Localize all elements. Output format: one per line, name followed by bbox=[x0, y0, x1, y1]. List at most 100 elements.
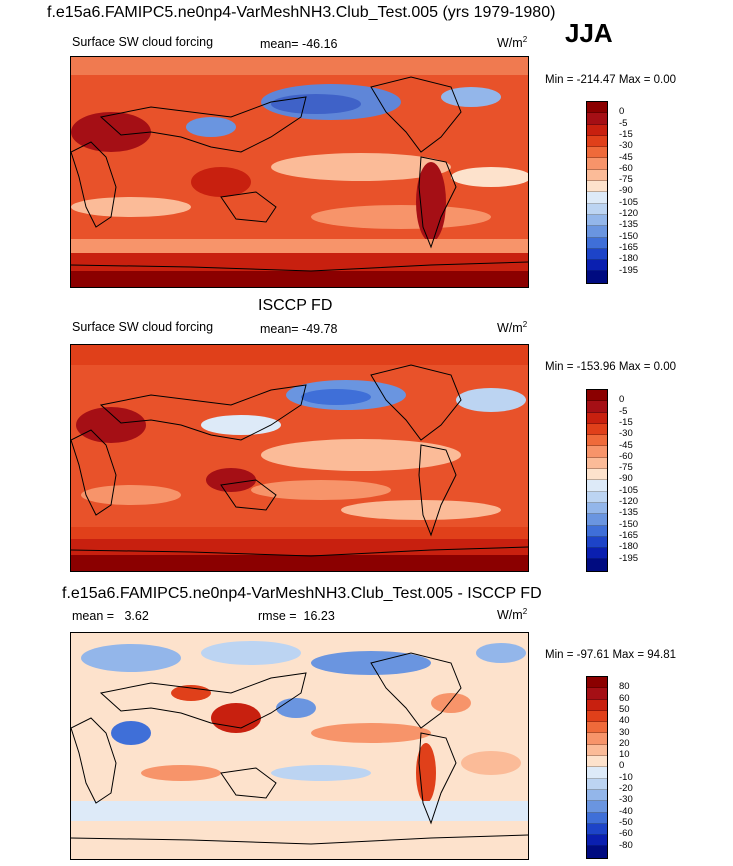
colorbar-swatch bbox=[587, 203, 607, 215]
colorbar-swatch bbox=[587, 435, 607, 447]
panel3-title: f.e15a6.FAMIPC5.ne0np4-VarMeshNH3.Club_T… bbox=[62, 585, 542, 602]
colorbar-tick-label: -15 bbox=[619, 416, 633, 428]
colorbar-swatch bbox=[587, 835, 607, 847]
panel2-colorbar bbox=[586, 389, 608, 572]
colorbar-tick-label: -60 bbox=[619, 450, 633, 462]
colorbar-tick-label: -105 bbox=[619, 196, 639, 208]
colorbar-swatch bbox=[587, 677, 607, 689]
colorbar-tick-label: -90 bbox=[619, 185, 633, 197]
panel3-mean: mean = 3.62 bbox=[72, 609, 149, 623]
colorbar-tick-label: 80 bbox=[619, 681, 630, 693]
colorbar-swatch bbox=[587, 446, 607, 458]
colorbar-tick-label: -165 bbox=[619, 529, 639, 541]
panel3-colorbar bbox=[586, 676, 608, 859]
colorbar-swatch bbox=[587, 271, 607, 283]
colorbar-swatch bbox=[587, 124, 607, 136]
colorbar-swatch bbox=[587, 469, 607, 481]
colorbar-swatch bbox=[587, 710, 607, 723]
colorbar-swatch bbox=[587, 525, 607, 537]
panel2-title: ISCCP FD bbox=[258, 297, 333, 314]
colorbar-tick-label: -60 bbox=[619, 162, 633, 174]
colorbar-tick-label: -30 bbox=[619, 140, 633, 152]
colorbar-swatch bbox=[587, 237, 607, 249]
colorbar-tick-label: -45 bbox=[619, 151, 633, 163]
colorbar-swatch bbox=[587, 733, 607, 745]
colorbar-swatch bbox=[587, 226, 607, 238]
colorbar-tick-label: 0 bbox=[619, 106, 625, 118]
colorbar-tick-label: -75 bbox=[619, 174, 633, 186]
panel3-map bbox=[70, 632, 529, 860]
colorbar-swatch bbox=[587, 181, 607, 193]
colorbar-swatch bbox=[587, 412, 607, 424]
colorbar-tick-label: 50 bbox=[619, 703, 630, 715]
colorbar-tick-label: 60 bbox=[619, 692, 630, 704]
panel2-map bbox=[70, 344, 529, 572]
panel2-minmax: Min = -153.96 Max = 0.00 bbox=[545, 361, 677, 373]
colorbar-swatch bbox=[587, 699, 607, 711]
colorbar-tick-label: -5 bbox=[619, 405, 628, 417]
colorbar-tick-label: -180 bbox=[619, 253, 639, 265]
colorbar-swatch bbox=[587, 113, 607, 125]
panel1-colorbar bbox=[586, 101, 608, 284]
colorbar-swatch bbox=[587, 548, 607, 560]
colorbar-swatch bbox=[587, 559, 607, 571]
panel3-minmax: Min = -97.61 Max = 94.81 bbox=[545, 649, 677, 661]
colorbar-swatch bbox=[587, 778, 607, 790]
colorbar-tick-label: -120 bbox=[619, 496, 639, 507]
colorbar-swatch bbox=[587, 722, 607, 734]
colorbar-tick-label: -5 bbox=[619, 117, 628, 129]
colorbar-swatch bbox=[587, 390, 607, 402]
colorbar-swatch bbox=[587, 423, 607, 436]
colorbar-tick-label: -75 bbox=[619, 462, 633, 474]
colorbar-swatch bbox=[587, 260, 607, 272]
colorbar-swatch bbox=[587, 514, 607, 526]
panel1-variable-label: Surface SW cloud forcing bbox=[72, 35, 214, 49]
panel1-map bbox=[70, 56, 529, 288]
colorbar-swatch bbox=[587, 248, 607, 261]
panel2-units: W/m2 bbox=[497, 320, 528, 336]
colorbar-tick-label: -45 bbox=[619, 439, 633, 451]
panel2-variable-label: Surface SW cloud forcing bbox=[72, 320, 214, 334]
colorbar-tick-label: -60 bbox=[619, 828, 633, 840]
colorbar-swatch bbox=[587, 536, 607, 549]
colorbar-swatch bbox=[587, 214, 607, 227]
panel3-rmse: rmse = 16.23 bbox=[258, 609, 335, 623]
colorbar-tick-label: -50 bbox=[619, 816, 633, 828]
colorbar-swatch bbox=[587, 823, 607, 836]
colorbar-swatch bbox=[587, 102, 607, 114]
colorbar-swatch bbox=[587, 147, 607, 159]
colorbar-swatch bbox=[587, 401, 607, 413]
colorbar-tick-label: -135 bbox=[619, 507, 639, 519]
colorbar-swatch bbox=[587, 135, 607, 148]
colorbar-swatch bbox=[587, 688, 607, 700]
panel1-units: W/m2 bbox=[497, 35, 528, 51]
colorbar-swatch bbox=[587, 756, 607, 768]
colorbar-swatch bbox=[587, 502, 607, 515]
colorbar-tick-label: -195 bbox=[619, 552, 639, 564]
colorbar-swatch bbox=[587, 480, 607, 492]
colorbar-tick-label: -15 bbox=[619, 128, 633, 140]
colorbar-tick-label: -150 bbox=[619, 518, 639, 530]
colorbar-tick-label: -10 bbox=[619, 771, 633, 783]
colorbar-tick-label: -30 bbox=[619, 428, 633, 440]
colorbar-swatch bbox=[587, 812, 607, 824]
colorbar-tick-label: -90 bbox=[619, 473, 633, 485]
colorbar-swatch bbox=[587, 457, 607, 470]
colorbar-tick-label: -180 bbox=[619, 541, 639, 553]
panel2-mean: mean= -49.78 bbox=[260, 322, 338, 336]
colorbar-swatch bbox=[587, 192, 607, 204]
colorbar-tick-label: 40 bbox=[619, 715, 630, 727]
colorbar-tick-label: -165 bbox=[619, 241, 639, 253]
colorbar-swatch bbox=[587, 158, 607, 170]
panel1-mean: mean= -46.16 bbox=[260, 37, 338, 51]
colorbar-tick-label: -40 bbox=[619, 805, 633, 817]
season-label: JJA bbox=[565, 18, 613, 48]
colorbar-swatch bbox=[587, 169, 607, 182]
colorbar-swatch bbox=[587, 767, 607, 779]
colorbar-swatch bbox=[587, 491, 607, 503]
colorbar-swatch bbox=[587, 846, 607, 858]
colorbar-swatch bbox=[587, 789, 607, 802]
colorbar-tick-label: -20 bbox=[619, 783, 633, 794]
colorbar-tick-label: 10 bbox=[619, 749, 630, 761]
colorbar-tick-label: -120 bbox=[619, 208, 639, 219]
